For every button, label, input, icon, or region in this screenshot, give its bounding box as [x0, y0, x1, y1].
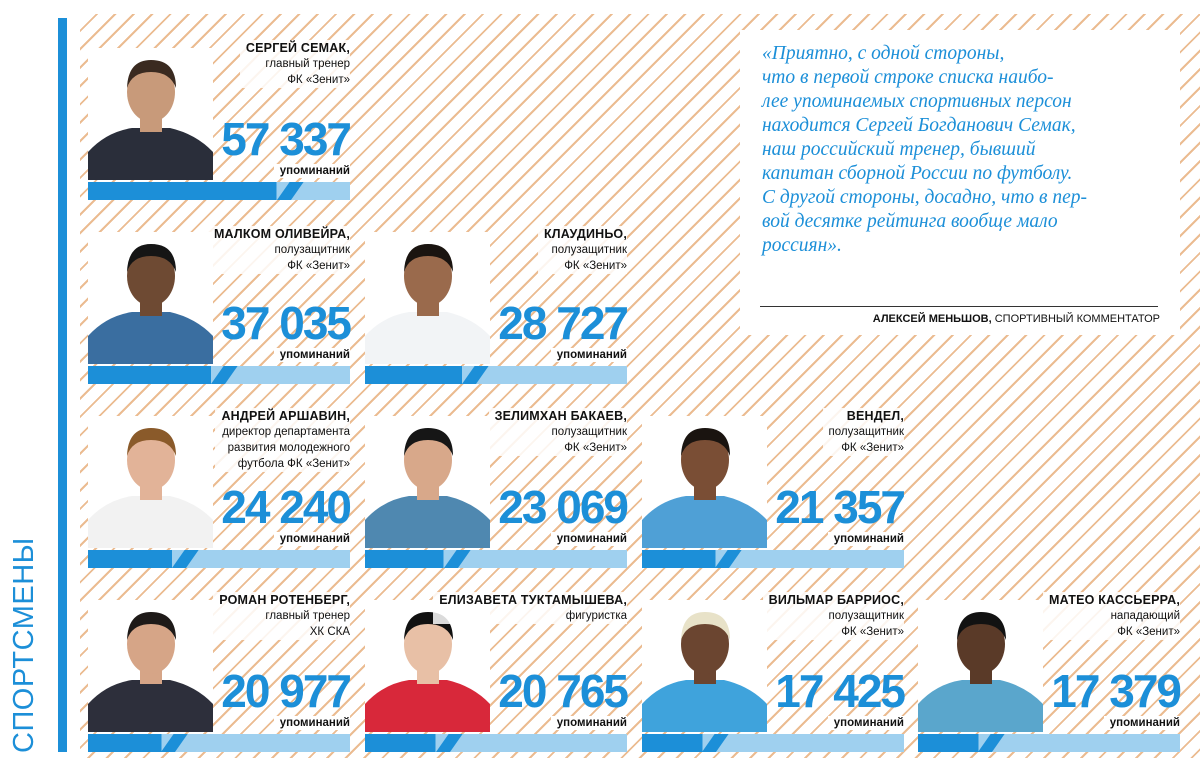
person-role: нападающий — [1110, 610, 1180, 622]
person-caption: ЗЕЛИМХАН БАКАЕВ, полузащитник ФК «Зенит» — [488, 408, 627, 456]
person-name: КЛАУДИНЬО, — [543, 227, 627, 241]
mentions-label: упоминаний — [827, 532, 904, 546]
person-role: полузащитник — [274, 244, 350, 256]
person-card: ВЕНДЕЛ, полузащитник ФК «Зенит» 21 357 упоми… — [642, 408, 906, 568]
mentions-bar — [642, 734, 904, 752]
person-name: РОМАН РОТЕНБЕРГ, — [219, 593, 350, 607]
person-card: МАТЕО КАССЬЕРРА, нападающий ФК «Зенит» 17 3… — [918, 592, 1182, 752]
side-accent-bar — [58, 18, 67, 752]
mentions-label: упоминаний — [273, 716, 350, 730]
person-role: полузащитник — [551, 426, 627, 438]
person-caption: РОМАН РОТЕНБЕРГ, главный тренер ХК СКА — [213, 592, 350, 640]
person-caption: КЛАУДИНЬО, полузащитник ФК «Зенит» — [537, 226, 627, 274]
person-photo — [642, 600, 767, 732]
person-role: ФК «Зенит» — [1117, 626, 1180, 638]
person-role: полузащитник — [828, 610, 904, 622]
person-photo — [365, 232, 490, 364]
person-role: главный тренер — [265, 58, 350, 70]
person-card: СЕРГЕЙ СЕМАК, главный тренер ФК «Зенит» 57 … — [88, 40, 352, 200]
mentions-label: упоминаний — [550, 716, 627, 730]
mentions-bar — [88, 734, 350, 752]
mentions-count: 17 425 — [775, 665, 906, 717]
person-role: ФК «Зенит» — [564, 442, 627, 454]
person-photo — [88, 48, 213, 180]
person-name: ВЕНДЕЛ, — [846, 409, 904, 423]
person-caption: ВЕНДЕЛ, полузащитник ФК «Зенит» — [822, 408, 904, 456]
person-role: ХК СКА — [309, 626, 350, 638]
mentions-count: 20 765 — [498, 665, 629, 717]
person-role: ФК «Зенит» — [287, 260, 350, 272]
person-role: фигуристка — [565, 610, 627, 622]
person-name: МАТЕО КАССЬЕРРА, — [1049, 593, 1180, 607]
person-caption: МАЛКОМ ОЛИВЕЙРА, полузащитник ФК «Зенит» — [207, 226, 350, 274]
mentions-count: 17 379 — [1051, 665, 1182, 717]
person-card: ЗЕЛИМХАН БАКАЕВ, полузащитник ФК «Зенит» 23… — [365, 408, 629, 568]
mentions-count: 57 337 — [221, 113, 352, 165]
quote-divider — [760, 306, 1158, 307]
quote-text: «Приятно, с одной стороны, что в первой … — [762, 43, 1088, 256]
person-name: ЕЛИЗАВЕТА ТУКТАМЫШЕВА, — [439, 593, 627, 607]
mentions-bar — [88, 550, 350, 568]
person-role: ФК «Зенит» — [841, 442, 904, 454]
person-photo — [88, 232, 213, 364]
mentions-label: упоминаний — [273, 348, 350, 362]
person-caption: ВИЛЬМАР БАРРИОС, полузащитник ФК «Зенит» — [762, 592, 904, 640]
person-role: директор департамента — [222, 426, 350, 438]
person-card: МАЛКОМ ОЛИВЕЙРА, полузащитник ФК «Зенит» 37… — [88, 226, 352, 384]
person-role: развития молодежного — [227, 442, 350, 454]
quote-author-role: СПОРТИВНЫЙ КОММЕНТАТОР — [994, 313, 1160, 325]
person-role: главный тренер — [265, 610, 350, 622]
mentions-count: 28 727 — [498, 297, 629, 349]
mentions-bar — [918, 734, 1180, 752]
person-card: КЛАУДИНЬО, полузащитник ФК «Зенит» 28 727 уп… — [365, 226, 629, 384]
person-role: полузащитник — [551, 244, 627, 256]
person-photo — [642, 416, 767, 548]
person-card: АНДРЕЙ АРШАВИН, директор департамента разв… — [88, 408, 352, 568]
mentions-count: 37 035 — [221, 297, 352, 349]
person-role: ФК «Зенит» — [841, 626, 904, 638]
mentions-label: упоминаний — [273, 164, 350, 178]
mentions-count: 21 357 — [775, 481, 906, 533]
mentions-label: упоминаний — [550, 532, 627, 546]
mentions-label: упоминаний — [273, 532, 350, 546]
mentions-bar — [365, 734, 627, 752]
mentions-count: 23 069 — [498, 481, 629, 533]
mentions-count: 20 977 — [221, 665, 352, 717]
mentions-label: упоминаний — [550, 348, 627, 362]
mentions-bar — [365, 366, 627, 384]
person-card: РОМАН РОТЕНБЕРГ, главный тренер ХК СКА 20 9… — [88, 592, 352, 752]
person-caption: СЕРГЕЙ СЕМАК, главный тренер ФК «Зенит» — [239, 40, 350, 88]
quote-author-name: АЛЕКСЕЙ МЕНЬШОВ, — [872, 313, 992, 325]
person-name: МАЛКОМ ОЛИВЕЙРА, — [213, 227, 350, 241]
section-label: СПОРТСМЕНЫ — [8, 537, 40, 753]
person-caption: ЕЛИЗАВЕТА ТУКТАМЫШЕВА, фигуристка — [433, 592, 627, 624]
quote-box: «Приятно, с одной стороны, что в первой … — [740, 30, 1180, 335]
person-card: ВИЛЬМАР БАРРИОС, полузащитник ФК «Зенит» 17… — [642, 592, 906, 752]
person-photo — [918, 600, 1043, 732]
person-name: ЗЕЛИМХАН БАКАЕВ, — [494, 409, 627, 423]
person-role: ФК «Зенит» — [564, 260, 627, 272]
mentions-bar — [365, 550, 627, 568]
person-role: полузащитник — [828, 426, 904, 438]
person-name: АНДРЕЙ АРШАВИН, — [221, 409, 350, 423]
person-photo — [88, 600, 213, 732]
person-photo — [88, 416, 213, 548]
mentions-label: упоминаний — [827, 716, 904, 730]
person-role: футбола ФК «Зенит» — [237, 458, 350, 470]
mentions-label: упоминаний — [1103, 716, 1180, 730]
person-name: ВИЛЬМАР БАРРИОС, — [768, 593, 904, 607]
person-caption: АНДРЕЙ АРШАВИН, директор департамента разв… — [215, 408, 350, 472]
person-caption: МАТЕО КАССЬЕРРА, нападающий ФК «Зенит» — [1043, 592, 1180, 640]
person-role: ФК «Зенит» — [287, 74, 350, 86]
person-name: СЕРГЕЙ СЕМАК, — [245, 41, 350, 55]
person-photo — [365, 416, 490, 548]
person-card: ЕЛИЗАВЕТА ТУКТАМЫШЕВА, фигуристка 20 765 уп… — [365, 592, 629, 752]
quote-author: АЛЕКСЕЙ МЕНЬШОВ, СПОРТИВНЫЙ КОММЕНТАТОР — [873, 313, 1160, 325]
mentions-count: 24 240 — [221, 481, 352, 533]
mentions-bar — [88, 182, 350, 200]
mentions-bar — [642, 550, 904, 568]
